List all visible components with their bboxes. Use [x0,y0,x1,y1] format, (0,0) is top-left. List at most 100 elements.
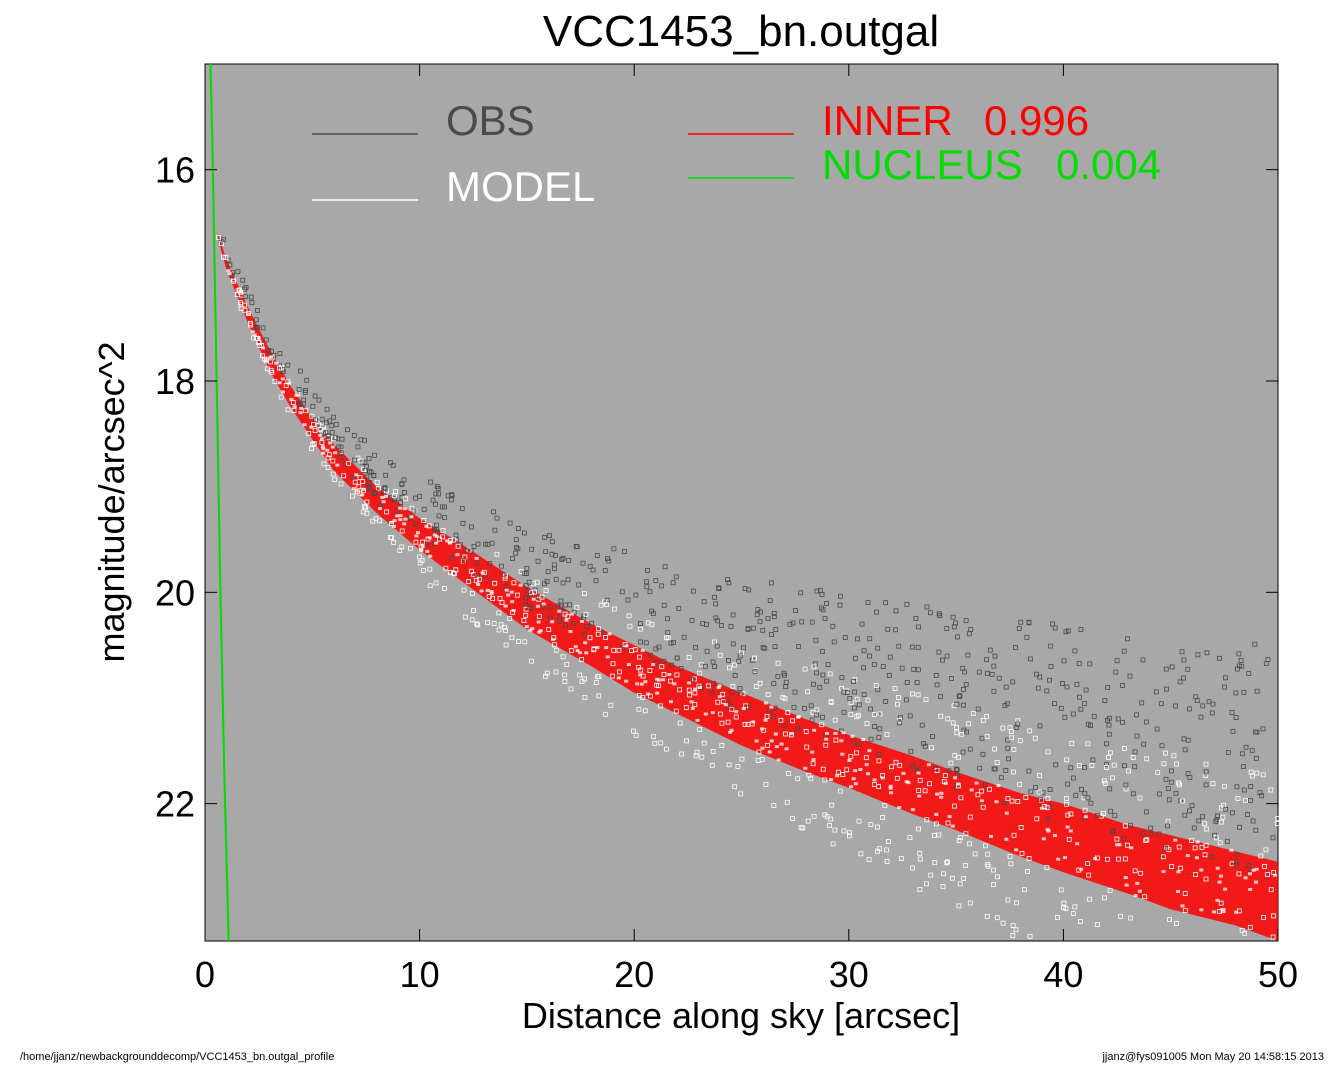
inner-point [398,506,403,510]
inner-point [580,620,585,623]
obs-point [1123,782,1129,788]
obs-point [1108,808,1113,814]
inner-point [392,524,397,528]
inner-point [280,377,285,381]
model-point [701,740,707,746]
model-point [771,803,777,808]
obs-point [500,572,506,578]
obs-point [436,513,442,519]
model-point [234,292,240,298]
obs-point [983,782,988,788]
obs-point [1233,715,1239,720]
model-point [1064,796,1069,801]
model-point [637,626,643,632]
model-point [725,719,731,725]
obs-point [491,579,497,585]
inner-point [480,571,485,575]
model-point [391,540,397,545]
legend-label-inner: INNER [822,97,953,144]
obs-point [737,686,743,691]
inner-point [1039,806,1044,810]
model-point [899,856,904,861]
obs-point [984,657,989,663]
model-point [1235,796,1241,801]
inner-point [1229,848,1234,852]
inner-point [447,541,452,545]
obs-point [940,657,945,663]
model-point [1065,812,1071,818]
model-point [608,702,614,708]
obs-point [985,670,990,676]
model-point [795,776,801,782]
inner-point [1248,888,1253,891]
obs-point [566,558,572,563]
obs-point [504,583,510,589]
model-point [647,668,653,673]
obs-point [668,640,674,646]
model-point [804,744,810,750]
model-point [1105,856,1110,862]
model-point [1018,825,1024,830]
obs-point [1013,645,1018,650]
obs-point [772,644,778,649]
model-point [715,699,721,705]
obs-point [524,566,530,571]
model-point [944,860,950,866]
model-point [929,745,934,751]
obs-point [1120,683,1125,688]
model-point [756,749,762,755]
obs-point [944,653,950,659]
model-point [1037,773,1042,778]
obs-point [1114,658,1120,664]
model-point [784,799,790,805]
obs-point [526,579,532,585]
obs-point [825,662,831,667]
inner-point [384,494,388,498]
obs-point [587,563,593,569]
obs-point [584,624,590,629]
model-point [739,756,745,762]
model-point [765,743,770,748]
model-point [627,623,633,629]
model-point [692,676,697,682]
inner-point [402,522,407,526]
model-point [832,717,838,723]
inner-point [769,705,774,709]
model-point [360,479,365,485]
obs-point [726,580,732,586]
obs-point [254,324,260,330]
obs-point [1225,750,1231,755]
obs-point [390,462,396,468]
obs-point [736,659,742,664]
inner-point [950,824,955,828]
model-point [1072,904,1078,910]
inner-point [616,676,621,680]
model-point [1009,798,1015,804]
model-point [223,255,229,261]
inner-point [635,682,640,686]
inner-point [803,766,808,770]
obs-point [757,619,763,625]
obs-point [582,632,587,638]
model-point [1027,728,1033,734]
model-point [802,666,808,672]
model-point [1203,761,1209,767]
obs-point [976,669,982,675]
obs-point [1230,810,1235,816]
obs-point [304,377,310,383]
obs-point [913,616,919,621]
model-point [1203,876,1209,882]
obs-point [1038,797,1043,803]
obs-point [1070,711,1076,717]
model-point [872,712,877,717]
model-point [417,560,423,566]
obs-point [263,337,269,343]
inner-point [568,630,573,633]
obs-point [459,506,465,511]
model-point [1023,795,1029,800]
obs-point [769,580,774,586]
model-point [387,535,393,540]
model-point [269,369,275,375]
inner-point [321,447,326,451]
